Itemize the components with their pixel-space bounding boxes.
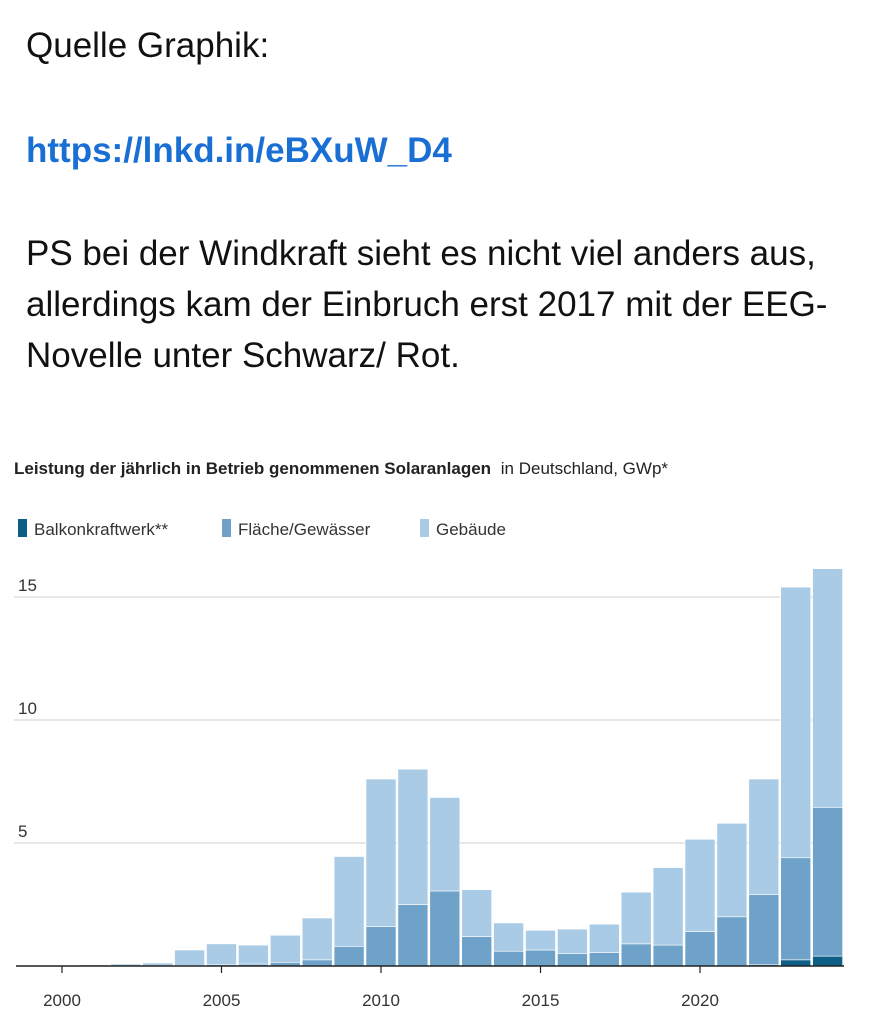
x-tick-label: 2015 bbox=[522, 991, 560, 1010]
bar-segment bbox=[461, 889, 493, 937]
chart-title-main: Leistung der jährlich in Betrieb genomme… bbox=[14, 459, 491, 478]
bar-segment bbox=[365, 926, 397, 967]
chart-subtitle: in Deutschland, GWp* bbox=[501, 459, 669, 478]
bar-segment bbox=[525, 930, 556, 951]
bar-segment bbox=[333, 946, 365, 967]
chart-title: Leistung der jährlich in Betrieb genomme… bbox=[14, 459, 668, 478]
bar-segment bbox=[652, 944, 684, 967]
bar-segment bbox=[397, 768, 429, 905]
legend-label: Balkonkraftwerk** bbox=[34, 520, 169, 539]
bar-segment bbox=[429, 797, 461, 892]
bar-segment bbox=[716, 823, 748, 918]
bar-segment bbox=[780, 586, 812, 859]
bar-segment bbox=[557, 953, 588, 967]
source-label: Quelle Graphik: bbox=[26, 26, 270, 65]
bar-segment bbox=[588, 923, 620, 953]
bar-segment bbox=[588, 952, 620, 967]
bar-segment bbox=[684, 931, 716, 967]
x-tick-label: 2010 bbox=[362, 991, 400, 1010]
y-tick-label: 10 bbox=[18, 699, 37, 718]
bar-segment bbox=[461, 936, 493, 967]
source-link[interactable]: https://lnkd.in/eBXuW_D4 bbox=[26, 131, 452, 170]
bar-segment bbox=[493, 922, 524, 952]
y-tick-label: 15 bbox=[18, 576, 37, 595]
bar-segment bbox=[812, 568, 843, 808]
chart-legend: Balkonkraftwerk** Fläche/Gewässer Gebäude bbox=[18, 519, 506, 539]
bar-segment bbox=[397, 904, 429, 967]
bar-segment bbox=[174, 949, 205, 966]
bar-segment bbox=[684, 839, 716, 932]
bar-segment bbox=[780, 959, 812, 967]
legend-swatch bbox=[420, 519, 429, 537]
legend-label: Gebäude bbox=[436, 520, 506, 539]
post-body-text: PS bei der Windkraft sieht es nicht viel… bbox=[26, 234, 828, 375]
x-tick-label: 2005 bbox=[203, 991, 241, 1010]
legend-swatch bbox=[18, 519, 27, 537]
bar-segment bbox=[429, 890, 461, 967]
bar-segment bbox=[269, 934, 301, 963]
bar-segment bbox=[812, 807, 843, 957]
bar-segment bbox=[620, 891, 652, 945]
bar-segment bbox=[365, 778, 397, 927]
bar-segment bbox=[780, 857, 812, 961]
solar-chart: Leistung der jährlich in Betrieb genomme… bbox=[0, 440, 874, 1024]
bar-segment bbox=[620, 943, 652, 967]
y-tick-label: 5 bbox=[18, 822, 27, 841]
bar-segment bbox=[238, 944, 269, 965]
bar-segment bbox=[301, 917, 333, 961]
bar-segment bbox=[301, 959, 333, 967]
x-axis: 2000 2005 2010 2015 2020 bbox=[43, 966, 719, 1010]
bars bbox=[46, 568, 843, 967]
bar-segment bbox=[525, 949, 556, 967]
x-tick-label: 2020 bbox=[681, 991, 719, 1010]
bar-segment bbox=[333, 856, 365, 947]
bar-segment bbox=[716, 916, 748, 967]
x-tick-label: 2000 bbox=[43, 991, 81, 1010]
chart-svg: Leistung der jährlich in Betrieb genomme… bbox=[14, 459, 844, 1010]
bar-segment bbox=[812, 955, 843, 967]
bar-segment bbox=[748, 778, 780, 895]
bar-segment bbox=[652, 867, 684, 946]
legend-label: Fläche/Gewässer bbox=[238, 520, 371, 539]
legend-swatch bbox=[222, 519, 231, 537]
bar-segment bbox=[557, 928, 588, 955]
bar-segment bbox=[206, 943, 237, 966]
bar-segment bbox=[748, 894, 780, 966]
bar-segment bbox=[493, 950, 524, 967]
